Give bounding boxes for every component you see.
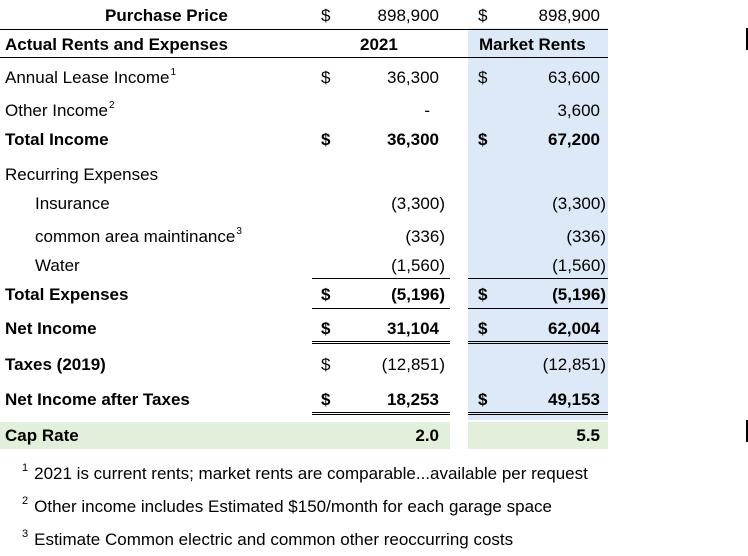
purchase-price-label: Purchase Price bbox=[105, 6, 228, 25]
cap-rate-band-left bbox=[0, 422, 450, 449]
dollar-sign: $ bbox=[321, 285, 331, 304]
common-area-2021: (336) bbox=[405, 227, 445, 246]
dollar-sign: $ bbox=[321, 6, 331, 25]
net-after-taxes-2021: 18,253 bbox=[387, 390, 439, 409]
net-income-double-underline-2021 bbox=[312, 341, 450, 344]
insurance-market: (3,300) bbox=[552, 194, 606, 213]
taxes-2021: (12,851) bbox=[381, 355, 445, 374]
header-underline bbox=[0, 57, 608, 58]
cap-rate-2021: 2.0 bbox=[415, 426, 439, 445]
dollar-sign: $ bbox=[478, 285, 488, 304]
dollar-sign: $ bbox=[478, 6, 488, 25]
annual-lease-market: 63,600 bbox=[548, 68, 600, 87]
cap-rate-band-right bbox=[468, 422, 608, 449]
purchase-price-underline bbox=[0, 29, 608, 30]
water-underline-2021 bbox=[312, 278, 450, 279]
market-rents-column-band bbox=[468, 28, 608, 420]
footnote-2: 2 Other income includes Estimated $150/mo… bbox=[22, 495, 552, 516]
net-income-label: Net Income bbox=[5, 319, 97, 338]
right-edge-mark bbox=[746, 420, 748, 442]
column-header-2021: 2021 bbox=[360, 35, 398, 54]
dollar-sign: $ bbox=[478, 130, 488, 149]
dollar-sign: $ bbox=[321, 355, 331, 374]
column-header-market: Market Rents bbox=[479, 35, 586, 54]
total-income-2021: 36,300 bbox=[387, 130, 439, 149]
total-income-market: 67,200 bbox=[548, 130, 600, 149]
recurring-expenses-label: Recurring Expenses bbox=[5, 165, 159, 184]
cap-rate-market: 5.5 bbox=[576, 426, 600, 445]
right-edge-mark bbox=[746, 28, 748, 50]
total-expenses-market: (5,196) bbox=[552, 285, 606, 304]
common-area-market: (336) bbox=[566, 227, 606, 246]
cap-rate-label: Cap Rate bbox=[5, 426, 79, 445]
insurance-2021: (3,300) bbox=[391, 194, 445, 213]
common-area-label: common area maintinance3 bbox=[35, 226, 242, 246]
footnote-3: 3 Estimate Common electric and common oth… bbox=[22, 528, 514, 549]
water-underline-market bbox=[468, 278, 608, 279]
net-after-taxes-label: Net Income after Taxes bbox=[5, 390, 190, 409]
water-label: Water bbox=[35, 256, 80, 275]
annual-lease-income-label: Annual Lease Income1 bbox=[5, 67, 177, 87]
net-after-taxes-market: 49,153 bbox=[548, 390, 600, 409]
dollar-sign: $ bbox=[321, 68, 331, 87]
total-expenses-label: Total Expenses bbox=[5, 285, 129, 304]
net-income-double-underline-market bbox=[468, 341, 608, 344]
dollar-sign: $ bbox=[478, 390, 488, 409]
dollar-sign: $ bbox=[321, 130, 331, 149]
total-income-label: Total Income bbox=[5, 130, 109, 149]
purchase-price-2021: 898,900 bbox=[377, 6, 439, 25]
dollar-sign: $ bbox=[478, 319, 488, 338]
taxes-market: (12,851) bbox=[542, 355, 606, 374]
net-after-taxes-double-underline-2021 bbox=[312, 412, 450, 415]
taxes-label: Taxes (2019) bbox=[5, 355, 106, 374]
annual-lease-2021: 36,300 bbox=[387, 68, 439, 87]
dollar-sign: $ bbox=[321, 390, 331, 409]
total-expenses-underline-market bbox=[468, 308, 608, 309]
other-income-label: Other Income2 bbox=[5, 100, 115, 120]
dollar-sign: $ bbox=[478, 68, 488, 87]
water-2021: (1,560) bbox=[391, 256, 445, 275]
other-income-2021: - bbox=[424, 101, 430, 120]
net-after-taxes-double-underline-market bbox=[468, 412, 608, 415]
net-income-2021: 31,104 bbox=[387, 319, 439, 338]
section-label: Actual Rents and Expenses bbox=[5, 35, 228, 54]
total-expenses-2021: (5,196) bbox=[391, 285, 445, 304]
insurance-label: Insurance bbox=[35, 194, 110, 213]
net-income-market: 62,004 bbox=[548, 319, 600, 338]
total-expenses-underline-2021 bbox=[312, 308, 450, 309]
footnote-1: 1 2021 is current rents; market rents are… bbox=[22, 462, 588, 483]
dollar-sign: $ bbox=[321, 319, 331, 338]
other-income-market: 3,600 bbox=[557, 101, 600, 120]
water-market: (1,560) bbox=[552, 256, 606, 275]
purchase-price-market: 898,900 bbox=[538, 6, 600, 25]
